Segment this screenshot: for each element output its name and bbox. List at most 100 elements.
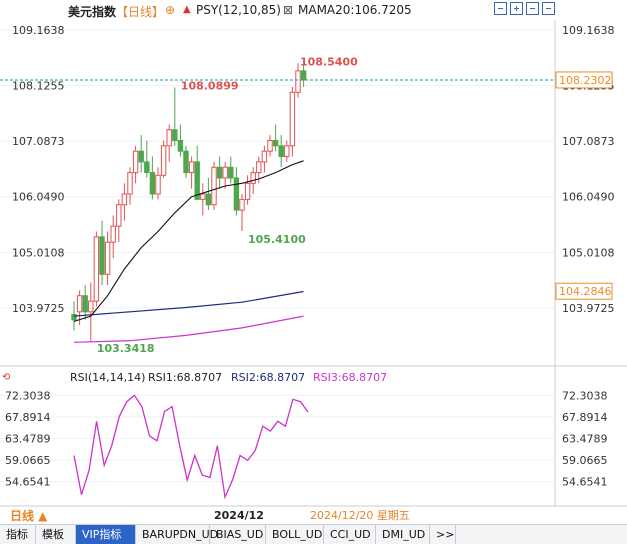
price-tick-right: 106.0490 <box>562 191 615 204</box>
candle-body <box>289 91 296 147</box>
candle-body <box>239 198 245 211</box>
price-tick-left: 109.1638 <box>12 24 65 37</box>
candle-body <box>121 193 128 206</box>
price-grid <box>0 29 555 309</box>
tab-boll_ud[interactable]: BOLL_UD <box>266 525 324 544</box>
candle-body <box>278 145 284 158</box>
candle-body <box>284 145 290 158</box>
candle-body <box>216 166 223 179</box>
tab-more[interactable]: >> <box>430 525 456 544</box>
rsi-title: RSI(14,14,14) <box>70 371 145 384</box>
price-tag-box <box>555 282 613 300</box>
price-annotations: 108.5400 108.0899 105.4100 103.3418 <box>97 55 358 354</box>
rsi3-label: RSI3:68.8707 <box>313 371 387 384</box>
candle-body <box>228 166 234 179</box>
rsi-tick-right: 59.0665 <box>562 454 608 467</box>
rsi-settings-icon: ⟲ <box>2 372 11 383</box>
crosshair-date-label: 2024/12/20 星期五 <box>310 509 410 522</box>
period-toggle[interactable]: 日线 ▲ <box>10 508 48 523</box>
candle-body <box>144 161 150 174</box>
candle-body <box>244 182 251 200</box>
candle-body <box>194 161 200 200</box>
rsi-tick-right: 54.6541 <box>562 476 608 489</box>
tab-bias_ud[interactable]: BIAS_UD <box>210 525 266 544</box>
candle-body <box>267 139 273 152</box>
indicator-mama[interactable]: MAMA20:106.7205 <box>298 3 412 17</box>
restore-icon[interactable] <box>494 2 507 15</box>
zoom-out-icon[interactable] <box>526 2 539 15</box>
price-tick-right: 105.0108 <box>562 246 615 259</box>
rsi-tick-left: 54.6541 <box>5 476 51 489</box>
close-panel-icon[interactable] <box>542 2 555 15</box>
candle-body <box>116 204 122 227</box>
candle-body <box>211 166 217 206</box>
candle-body <box>155 174 161 195</box>
price-tick-left: 106.0490 <box>12 191 65 204</box>
rsi-tick-left: 63.4789 <box>5 432 51 445</box>
zoom-in-icon[interactable] <box>510 2 523 15</box>
price-tags: 108.2302 104.2846 <box>555 71 613 300</box>
period-label[interactable]: 【日线】 <box>116 5 165 19</box>
rsi-line <box>73 394 309 500</box>
candle-body <box>261 150 268 163</box>
instrument-name: 美元指数 <box>68 5 117 19</box>
candle-body <box>188 161 195 174</box>
rsi-tick-left: 67.8914 <box>5 411 51 424</box>
tab-dmi_ud[interactable]: DMI_UD <box>376 525 430 544</box>
price-tick-left: 107.0873 <box>12 135 65 148</box>
annotation-start_low: 103.3418 <box>97 342 155 355</box>
tab-indicators[interactable]: 指标 <box>0 525 36 544</box>
candle-body <box>256 161 262 174</box>
ma-navy-line <box>73 290 304 317</box>
candle-body <box>88 300 94 313</box>
annotation-high: 108.5400 <box>300 55 358 68</box>
price-tag-level: 104.2846 <box>559 285 612 298</box>
tab-barupdn_ud[interactable]: BARUPDN_UD <box>136 525 218 544</box>
annotation-low: 105.4100 <box>248 233 306 246</box>
tab-templates[interactable]: 模板 <box>36 525 76 544</box>
rsi-axis: 72.3038 72.3038 67.8914 67.8914 63.4789 63.47… <box>5 389 608 488</box>
price-axis: 109.1638109.1638108.1255108.1255107.0873… <box>12 20 615 506</box>
candle-body <box>132 150 139 174</box>
candle-body <box>222 166 228 179</box>
candle-body <box>127 172 133 195</box>
ma-black-line <box>73 160 304 322</box>
indicator-psy[interactable]: PSY(12,10,85) <box>196 3 281 17</box>
candles <box>71 63 307 342</box>
ma-magenta-line <box>73 315 304 343</box>
chart-header: 美元指数 【日线】 ⊕ ▲ PSY(12,10,85) ⊠ MAMA20:106… <box>0 0 627 22</box>
candle-body <box>71 313 77 321</box>
rsi-grid <box>0 394 555 483</box>
price-tick-left: 108.1255 <box>12 80 65 93</box>
tab-cci_ud[interactable]: CCI_UD <box>324 525 376 544</box>
indicator-tab-bar: 指标 模板 VIP指标 BARUPDN_UD BIAS_UD BOLL_UD CCI_UD D… <box>0 524 627 544</box>
candle-body <box>200 193 206 200</box>
candle-body <box>233 177 240 211</box>
candle-body <box>160 145 167 176</box>
rsi-legend: ⟲ RSI(14,14,14) RSI1:68.8707 RSI2:68.870… <box>2 371 387 384</box>
psy-icon: ▲ <box>183 4 191 15</box>
price-tag-box <box>555 71 613 89</box>
xaxis-month-label: 2024/12 <box>214 509 264 522</box>
settings-icon[interactable]: ⊕ <box>165 3 176 17</box>
rsi-tick-left: 72.3038 <box>5 389 51 402</box>
rsi1-label: RSI1:68.8707 <box>148 371 222 384</box>
rsi2-label: RSI2:68.8707 <box>231 371 305 384</box>
candle-body <box>99 236 105 275</box>
candle-body <box>110 225 116 243</box>
candle-body <box>205 193 212 206</box>
candle-body <box>82 295 88 313</box>
rsi-tick-right: 72.3038 <box>562 389 608 402</box>
price-tick-left: 105.0108 <box>12 246 65 259</box>
candle-body <box>295 70 301 93</box>
annotation-prev_high: 108.0899 <box>181 79 239 92</box>
rsi-tick-right: 63.4789 <box>562 432 608 445</box>
candle-body <box>138 150 144 163</box>
price-tick-right: 107.0873 <box>562 135 615 148</box>
price-tick-right: 103.9725 <box>562 302 615 315</box>
tab-vip[interactable]: VIP指标 <box>76 525 136 544</box>
rsi-tick-left: 59.0665 <box>5 454 51 467</box>
price-tick-left: 103.9725 <box>12 302 65 315</box>
candle-body <box>183 150 189 174</box>
